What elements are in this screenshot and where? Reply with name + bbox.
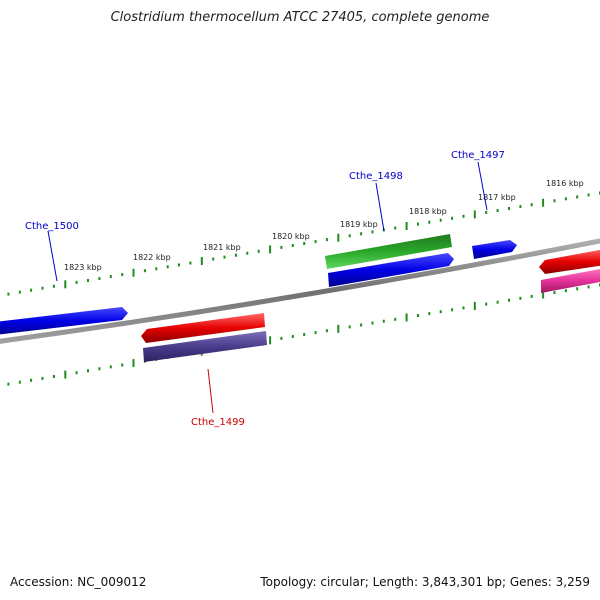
gene-label-cthe-1497: Cthe_1497 <box>451 150 505 161</box>
tick-label-1820: 1820 kbp <box>272 232 310 241</box>
gene-pink-far-right[interactable] <box>541 268 600 293</box>
accession-text: Accession: NC_009012 <box>10 575 147 589</box>
leader-line-cthe-1497 <box>477 161 488 211</box>
ruler-upper <box>7 191 600 296</box>
gene-label-cthe-1500: Cthe_1500 <box>25 221 79 232</box>
leader-line-cthe-1499 <box>207 368 214 414</box>
gene-purple-middle[interactable] <box>143 331 267 362</box>
genome-backbone <box>0 238 600 344</box>
tick-label-1816: 1816 kbp <box>546 179 584 188</box>
tick-label-1823: 1823 kbp <box>64 263 102 272</box>
gene-red-middle[interactable] <box>141 313 265 343</box>
topology-summary: Topology: circular; Length: 3,843,301 bp… <box>260 575 590 589</box>
leader-line-cthe-1498 <box>375 182 385 232</box>
gene-label-cthe-1498: Cthe_1498 <box>349 171 403 182</box>
tick-label-1822: 1822 kbp <box>133 253 171 262</box>
tick-label-1821: 1821 kbp <box>203 243 241 252</box>
gene-red-far-right[interactable] <box>539 249 600 274</box>
gene-blue-small[interactable] <box>472 240 517 259</box>
gene-blue-left[interactable] <box>0 307 128 335</box>
leader-line-cthe-1500 <box>47 230 58 282</box>
tick-label-1817: 1817 kbp <box>478 193 516 202</box>
gene-label-cthe-1499: Cthe_1499 <box>191 417 245 428</box>
map-title: Clostridium thermocellum ATCC 27405, com… <box>110 10 490 25</box>
tick-label-1818: 1818 kbp <box>409 207 447 216</box>
gene-blue-right[interactable] <box>328 253 454 287</box>
gene-green-right[interactable] <box>325 234 452 269</box>
tick-label-1819: 1819 kbp <box>340 220 378 229</box>
ruler-lower <box>7 283 600 386</box>
